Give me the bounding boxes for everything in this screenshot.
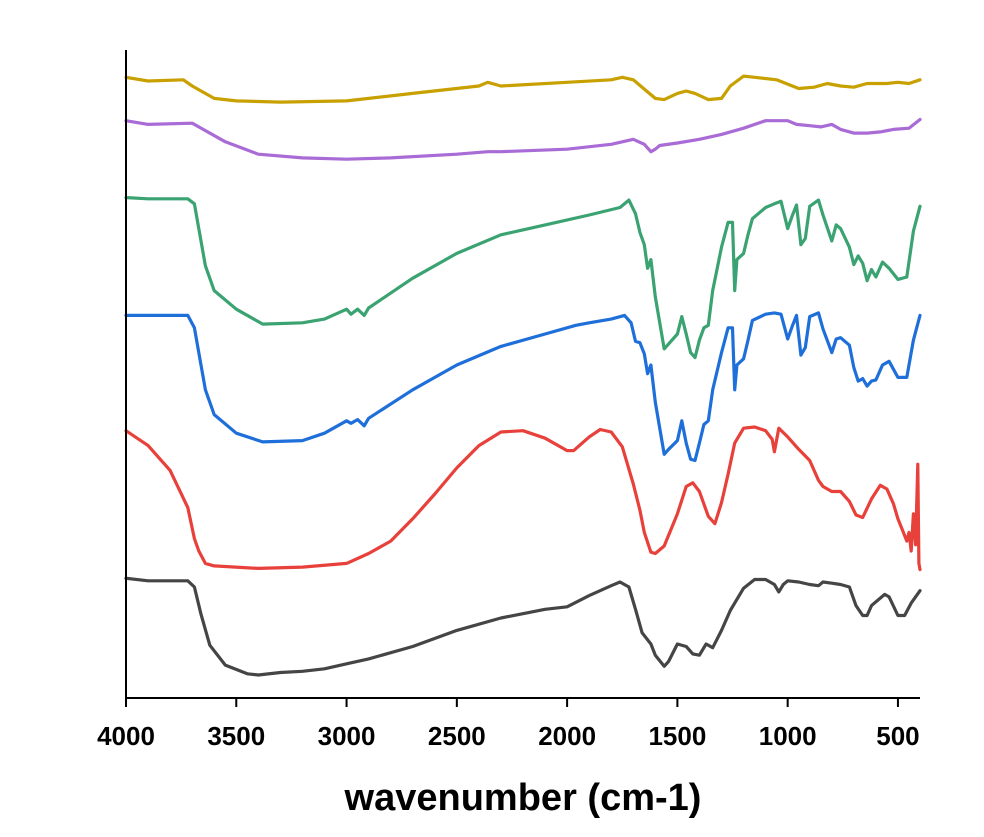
series-layer [124,74,922,677]
series-line-4 [124,311,922,463]
x-tick-label: 3500 [207,721,265,751]
x-tick-label: 500 [876,721,919,751]
series-line-1 [124,74,922,104]
x-tick-label: 1000 [759,721,817,751]
x-tick-label: 3000 [318,721,376,751]
series-line-6 [124,576,922,677]
x-tick-label: 1500 [648,721,706,751]
x-tick-label: 2000 [538,721,596,751]
x-axis-title: wavenumber (cm-1) [344,777,702,819]
series-line-2 [124,117,922,161]
x-tick-label: 2500 [428,721,486,751]
series-line-5 [124,425,922,572]
x-tick-layer: 4000 3500 3000 2500 2000 1500 1000 500 [97,698,920,751]
series-line-3 [124,196,922,360]
x-tick-label: 4000 [97,721,155,751]
